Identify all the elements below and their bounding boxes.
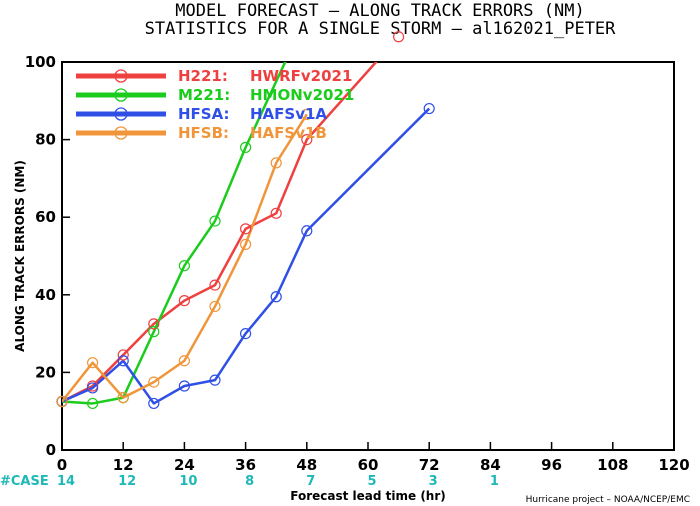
legend-marker — [114, 107, 128, 121]
case-count-value: 5 — [367, 474, 376, 489]
x-tick-label: 12 — [113, 456, 134, 474]
legend-series-name: HFSB: — [178, 124, 229, 142]
legend-series-model: HWRFv2021 — [250, 67, 352, 85]
legend-marker — [114, 69, 128, 83]
legend-series-name: M221: — [178, 86, 230, 104]
x-tick-label: 96 — [541, 456, 562, 474]
x-tick-label: 108 — [597, 456, 628, 474]
series-line — [62, 107, 431, 405]
series-point — [148, 326, 160, 338]
y-tick-label: 60 — [35, 208, 56, 226]
series-point — [240, 328, 252, 340]
y-tick-label: 0 — [46, 441, 56, 459]
series-point — [209, 374, 221, 386]
series-point — [270, 157, 282, 169]
y-tick-label: 40 — [35, 286, 56, 304]
x-tick-label: 60 — [358, 456, 379, 474]
case-count-value: 10 — [179, 474, 197, 489]
series-point — [178, 355, 190, 367]
legend-series-model: HAFSv1B — [250, 124, 327, 142]
chart-title-line2: STATISTICS FOR A SINGLE STORM – al162021… — [145, 19, 617, 39]
y-tick-label: 100 — [25, 53, 56, 71]
series-point — [148, 397, 160, 410]
legend-marker — [114, 126, 128, 140]
case-row-label: #CASE — [0, 474, 49, 489]
x-tick-label: 36 — [235, 456, 256, 474]
legend-series-name: HFSA: — [178, 105, 230, 123]
x-tick-label: 84 — [480, 456, 501, 474]
case-count-value: 12 — [118, 474, 136, 489]
series-point — [240, 141, 252, 153]
series-point — [301, 225, 313, 237]
series-point — [178, 295, 190, 307]
series-point — [240, 223, 252, 235]
series-point — [86, 397, 99, 410]
series-point — [301, 134, 313, 146]
series-point — [270, 207, 282, 219]
series-point — [117, 349, 129, 361]
x-axis: 0 12 24 36 48 60 72 84 96 108 120 — [57, 442, 690, 474]
case-count-row: #CASE 14 12 10 8 7 5 3 1 — [0, 474, 499, 489]
series-point — [423, 102, 435, 115]
marker-layer — [56, 31, 435, 410]
case-count-value: 3 — [429, 474, 438, 489]
case-count-value: 7 — [306, 474, 315, 489]
chart-title-line1: MODEL FORECAST – ALONG TRACK ERRORS (NM) — [175, 1, 584, 21]
x-axis-label: Forecast lead time (hr) — [290, 489, 446, 503]
series-point — [301, 108, 313, 120]
series-point — [178, 380, 190, 392]
legend-series-model: HAFSv1A — [250, 105, 327, 123]
x-tick-label: 48 — [296, 456, 317, 474]
case-count-value: 1 — [490, 474, 499, 489]
series-point — [117, 355, 129, 367]
y-axis: 0 20 40 60 80 100 — [25, 53, 70, 459]
y-tick-label: 20 — [35, 363, 56, 381]
case-count-value: 14 — [57, 474, 75, 489]
x-tick-label: 24 — [174, 456, 195, 474]
series-point — [209, 279, 221, 291]
credit-text: Hurricane project – NOAA/NCEP/EMC — [526, 495, 690, 505]
y-tick-label: 80 — [35, 131, 56, 149]
x-tick-label: 120 — [658, 456, 689, 474]
plot-area: H221: HWRFv2021 M221: HMONv2021 HFSA: HAFSv1A… — [56, 31, 675, 451]
series-point — [209, 215, 221, 227]
legend-series-name: H221: — [178, 67, 228, 85]
series-point — [56, 395, 68, 408]
plot-frame — [61, 61, 675, 451]
series-line — [62, 62, 378, 403]
series-point — [240, 238, 252, 250]
legend: H221: HWRFv2021 M221: HMONv2021 HFSA: HAFSv1A… — [76, 67, 354, 142]
legend-series-model: HMONv2021 — [250, 86, 354, 104]
series-point — [148, 376, 160, 388]
series-point — [209, 300, 221, 313]
series-point — [393, 31, 405, 43]
y-axis-label: ALONG TRACK ERRORS (NM) — [13, 160, 27, 352]
series-point — [270, 291, 282, 303]
series-point — [117, 392, 129, 404]
x-tick-label: 0 — [57, 456, 67, 474]
series-point — [148, 318, 160, 330]
series-point — [86, 357, 99, 369]
series-point — [178, 260, 190, 272]
x-tick-label: 72 — [419, 456, 440, 474]
series-point — [86, 382, 99, 394]
legend-marker — [114, 88, 128, 102]
case-count-value: 8 — [245, 474, 254, 489]
series-line — [62, 113, 308, 403]
